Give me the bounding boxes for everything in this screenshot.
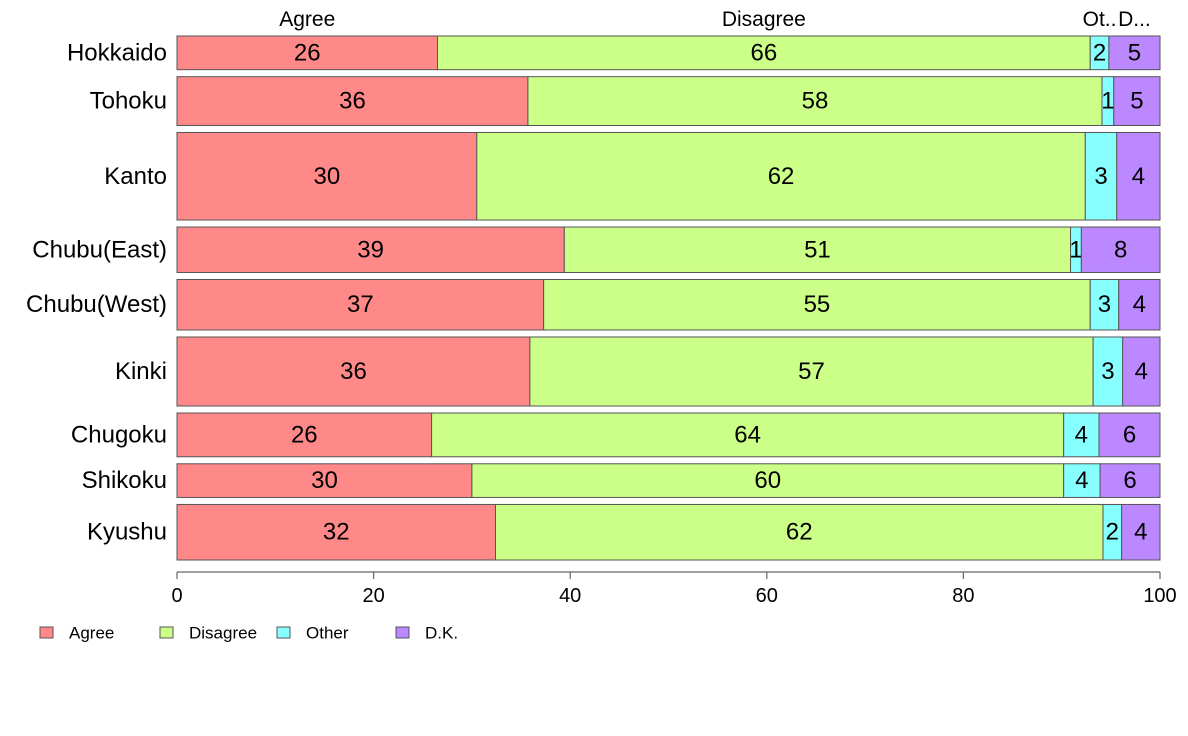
column-header-agree: Agree — [279, 8, 335, 31]
data-label-chugoku-agree: 26 — [291, 421, 318, 448]
bar-kyushu-agree — [176, 503, 496, 561]
bar-chugoku-disagree — [431, 412, 1065, 458]
category-label-tohoku: Tohoku — [90, 88, 167, 115]
data-label-chubu-east-other: 1 — [1069, 236, 1082, 263]
data-label-kyushu-d-k: 4 — [1134, 519, 1147, 546]
bar-kinki-d-k — [1122, 336, 1161, 407]
data-label-kinki-other: 3 — [1101, 358, 1114, 385]
legend-label-other: Other — [306, 624, 349, 643]
data-label-kinki-d-k: 4 — [1135, 358, 1148, 385]
bar-hokkaido-agree — [176, 35, 438, 71]
bar-kanto-disagree — [476, 131, 1086, 221]
data-label-kyushu-agree: 32 — [323, 519, 350, 546]
data-label-tohoku-d-k: 5 — [1130, 88, 1143, 115]
column-header-disagree: Disagree — [722, 8, 806, 31]
legend-swatch-agree — [39, 626, 54, 639]
data-label-chugoku-other: 4 — [1075, 421, 1088, 448]
data-label-chubu-east-disagree: 51 — [804, 236, 831, 263]
data-label-hokkaido-disagree: 66 — [750, 39, 777, 66]
data-label-shikoku-d-k: 6 — [1123, 467, 1136, 494]
bar-chubu-west-d-k — [1118, 278, 1161, 331]
data-label-kyushu-other: 2 — [1106, 519, 1119, 546]
legend-label-disagree: Disagree — [189, 624, 257, 643]
x-tick-label-60: 60 — [756, 585, 778, 607]
bar-shikoku-agree — [176, 463, 473, 498]
data-label-kanto-d-k: 4 — [1132, 163, 1145, 190]
legend-swatch-other — [276, 626, 291, 639]
data-label-hokkaido-d-k: 5 — [1128, 39, 1141, 66]
data-label-shikoku-other: 4 — [1075, 467, 1088, 494]
column-header-labels: Agree Disagree Ot.. D... — [279, 8, 1151, 31]
data-label-shikoku-agree: 30 — [311, 467, 338, 494]
bar-chubu-east-agree — [176, 226, 565, 273]
bar-chubu-west-agree — [176, 278, 545, 331]
bar-tohoku-d-k — [1113, 76, 1161, 126]
data-label-chubu-east-agree: 39 — [357, 236, 384, 263]
category-label-chubu-east: Chubu(East) — [32, 236, 167, 263]
bar-kyushu-disagree — [494, 503, 1104, 561]
category-label-hokkaido: Hokkaido — [67, 39, 167, 66]
legend-swatch-disagree — [159, 626, 174, 639]
category-label-chubu-west: Chubu(West) — [26, 291, 167, 318]
bar-chubu-east-d-k — [1080, 226, 1161, 273]
x-tick-label-0: 0 — [171, 585, 182, 607]
bar-tohoku-agree — [176, 76, 529, 126]
bar-tohoku-disagree — [527, 76, 1103, 126]
data-label-kinki-agree: 36 — [340, 358, 367, 385]
bar-hokkaido-d-k — [1108, 35, 1161, 71]
legend-label-d-k: D.K. — [425, 624, 458, 643]
category-label-kyushu: Kyushu — [87, 519, 167, 546]
bar-kanto-other — [1084, 131, 1118, 221]
legend-swatch-d-k — [395, 626, 410, 639]
bar-hokkaido-disagree — [437, 35, 1091, 71]
category-labels: Hokkaido Tohoku Kanto Chubu(East) Chubu(West… — [26, 39, 167, 545]
data-label-hokkaido-other: 2 — [1093, 39, 1106, 66]
data-label-kyushu-disagree: 62 — [786, 519, 813, 546]
data-label-chubu-west-d-k: 4 — [1133, 291, 1146, 318]
bar-shikoku-d-k — [1099, 463, 1161, 498]
data-label-chubu-east-d-k: 8 — [1114, 236, 1127, 263]
bars-group: 26 66 2 536 58 1 530 62 3 439 51 1 837 55 3 436 57 3 426 64… — [176, 35, 1161, 561]
bar-kinki-other — [1092, 336, 1124, 407]
category-label-chugoku: Chugoku — [71, 421, 167, 448]
category-label-shikoku: Shikoku — [82, 467, 167, 494]
bar-kyushu-d-k — [1121, 503, 1161, 561]
category-label-kanto: Kanto — [104, 163, 167, 190]
x-tick-label-20: 20 — [362, 585, 384, 607]
bar-kinki-disagree — [529, 336, 1094, 407]
data-label-hokkaido-agree: 26 — [294, 39, 321, 66]
data-label-chubu-west-other: 3 — [1098, 291, 1111, 318]
x-axis: 0 20 40 60 80 100 — [171, 571, 1177, 607]
bar-chugoku-d-k — [1098, 412, 1161, 458]
data-label-chubu-west-agree: 37 — [347, 291, 374, 318]
x-tick-label-100: 100 — [1143, 585, 1176, 607]
data-label-kanto-agree: 30 — [314, 163, 341, 190]
data-label-tohoku-disagree: 58 — [802, 88, 829, 115]
legend-label-agree: Agree — [69, 624, 114, 643]
bar-chubu-west-other — [1089, 278, 1120, 331]
data-label-chugoku-disagree: 64 — [734, 421, 761, 448]
bar-chubu-west-disagree — [543, 278, 1091, 331]
data-label-kanto-disagree: 62 — [768, 163, 795, 190]
bar-chubu-east-disagree — [563, 226, 1072, 273]
bar-chugoku-agree — [176, 412, 433, 458]
x-tick-label-40: 40 — [559, 585, 581, 607]
data-label-kanto-other: 3 — [1094, 163, 1107, 190]
legend: Agree Disagree Other D.K. — [39, 624, 458, 643]
category-label-kinki: Kinki — [115, 358, 167, 385]
column-header-d-k: D... — [1118, 8, 1151, 31]
column-header-other: Ot.. — [1083, 8, 1117, 31]
data-label-chugoku-d-k: 6 — [1123, 421, 1136, 448]
data-label-chubu-west-disagree: 55 — [804, 291, 831, 318]
data-label-tohoku-other: 1 — [1101, 88, 1114, 115]
data-label-shikoku-disagree: 60 — [754, 467, 781, 494]
bar-kanto-agree — [176, 131, 478, 221]
x-tick-label-80: 80 — [952, 585, 974, 607]
bar-kanto-d-k — [1116, 131, 1161, 221]
data-label-kinki-disagree: 57 — [798, 358, 825, 385]
data-label-tohoku-agree: 36 — [339, 88, 366, 115]
